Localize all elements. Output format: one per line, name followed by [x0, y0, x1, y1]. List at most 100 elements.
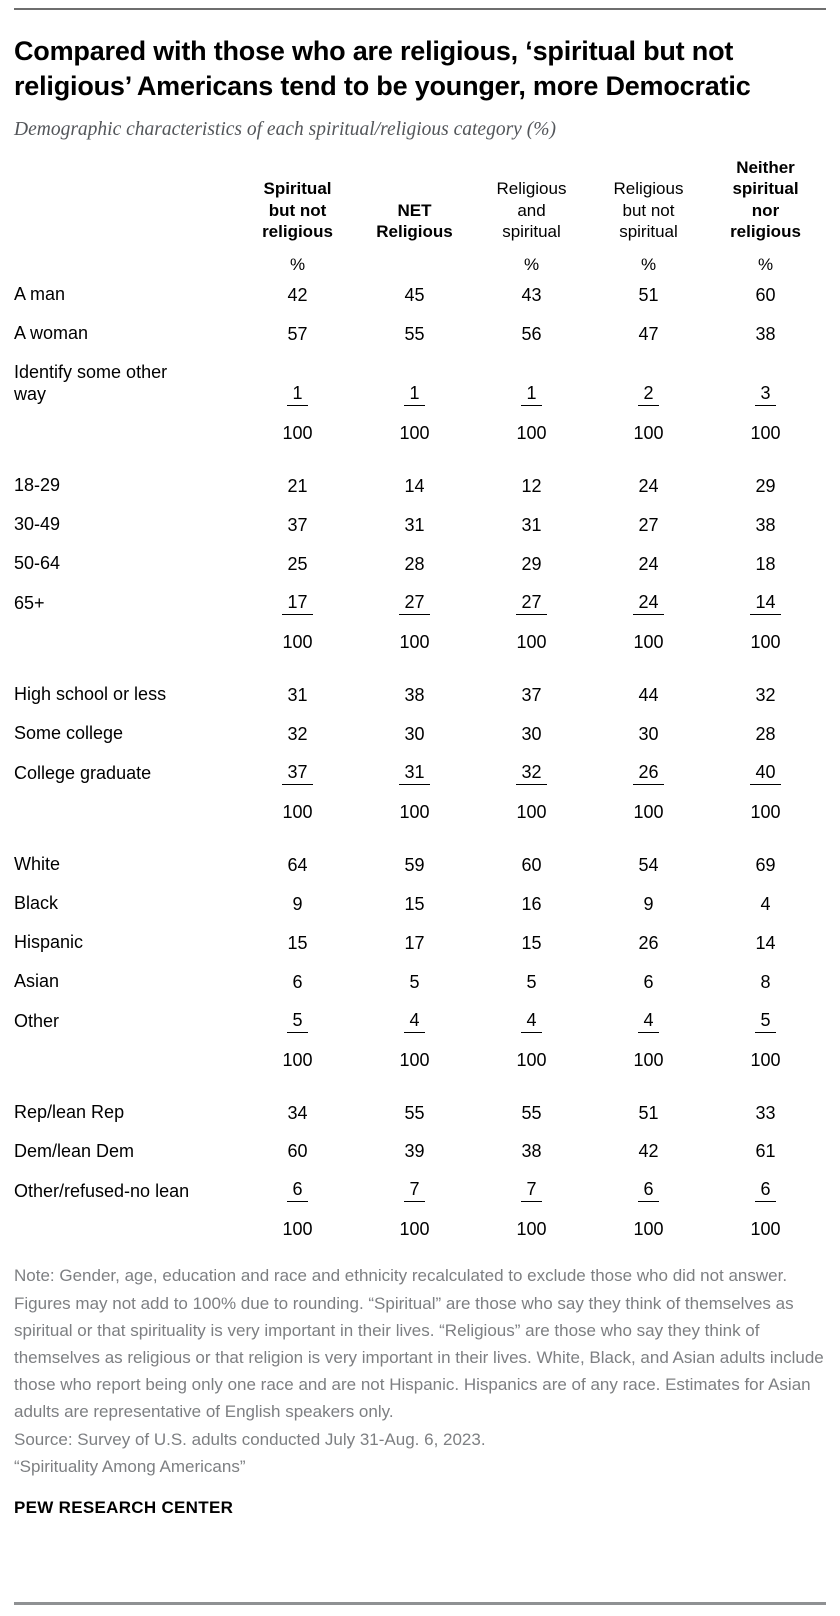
- row-label: A woman: [14, 323, 89, 344]
- table-cell: 5: [239, 1003, 356, 1043]
- table-row: Rep/lean Rep 34 55 55 51 33: [14, 1095, 824, 1134]
- table-cell: 39: [356, 1134, 473, 1173]
- table-row: White 64 59 60 54 69: [14, 847, 824, 886]
- row-label: [14, 1212, 239, 1250]
- total-value: 100: [750, 1219, 781, 1240]
- table-cell: 38: [707, 507, 824, 546]
- table-cell: 100: [356, 795, 473, 833]
- cell-value: 32: [755, 684, 776, 705]
- total-value: 100: [399, 423, 430, 443]
- cell-value: 32: [287, 723, 308, 744]
- table-cell: 60: [473, 847, 590, 886]
- cell-value: 37: [521, 684, 542, 705]
- total-value: 100: [399, 631, 430, 652]
- cell-value: 5: [755, 1010, 776, 1033]
- cell-value: 31: [404, 514, 425, 535]
- cell-value: 60: [755, 285, 776, 306]
- table-cell: 57: [239, 316, 356, 355]
- cell-value: 54: [638, 854, 659, 875]
- cell-value: 42: [287, 285, 308, 306]
- total-value: 100: [750, 1049, 781, 1070]
- total-value: 100: [633, 801, 664, 822]
- cell-value: 30: [521, 723, 542, 744]
- cell-value: 37: [287, 514, 308, 535]
- cell-value: 55: [404, 324, 425, 345]
- row-label: Dem/lean Dem: [14, 1140, 135, 1161]
- table-cell: 100: [590, 795, 707, 833]
- table-cell: 24: [590, 546, 707, 585]
- note-text: Note: Gender, age, education and race an…: [14, 1266, 824, 1422]
- table-cell: 30: [356, 716, 473, 755]
- table-cell: 2: [590, 355, 707, 416]
- table-cell: 100: [239, 795, 356, 833]
- table-cell: 100: [239, 1212, 356, 1250]
- table-cell: 4: [473, 1003, 590, 1043]
- cell-value: 8: [760, 971, 771, 992]
- table-cell: 1: [239, 355, 356, 416]
- table-cell: 15: [473, 925, 590, 964]
- table-row: Other 5 4 4 4 5: [14, 1003, 824, 1043]
- total-value: 100: [633, 631, 664, 652]
- cell-value: 5: [409, 971, 420, 992]
- cell-value: 56: [521, 324, 542, 345]
- total-value: 100: [516, 801, 547, 822]
- table-cell: 37: [239, 755, 356, 795]
- table-cell: 8: [707, 964, 824, 1003]
- row-label: 18-29: [14, 475, 61, 495]
- cell-value: 31: [521, 514, 542, 535]
- cell-value: 57: [287, 324, 308, 345]
- cell-value: 6: [287, 1179, 308, 1203]
- table-cell: 9: [590, 886, 707, 925]
- total-value: 100: [282, 801, 313, 822]
- table-cell: 100: [356, 416, 473, 454]
- cell-value: 38: [404, 684, 425, 705]
- table-cell: 100: [590, 1043, 707, 1081]
- table-cell: 54: [590, 847, 707, 886]
- table-cell: 38: [707, 316, 824, 355]
- table-cell: 5: [356, 964, 473, 1003]
- table-cell: 55: [356, 1095, 473, 1134]
- cell-value: 24: [633, 592, 664, 615]
- row-label: Asian: [14, 970, 60, 991]
- table-cell: 100: [707, 1212, 824, 1250]
- cell-value: 4: [404, 1010, 425, 1033]
- cell-value: 64: [287, 854, 308, 875]
- table-total-row: 100 100 100 100 100: [14, 1212, 824, 1250]
- table-cell: 4: [590, 1003, 707, 1043]
- table-cell: 30: [473, 716, 590, 755]
- chart-title: Compared with those who are religious, ‘…: [14, 36, 751, 102]
- table-cell: 28: [707, 716, 824, 755]
- top-divider: [14, 8, 826, 10]
- cell-value: 15: [287, 932, 308, 953]
- total-value: 100: [516, 423, 547, 443]
- cell-value: 27: [638, 514, 659, 535]
- total-value: 100: [750, 801, 781, 822]
- cell-value: 37: [282, 762, 313, 785]
- cell-value: 6: [292, 971, 303, 992]
- row-label: Identify some other way: [14, 362, 168, 405]
- table-row: Hispanic 15 17 15 26 14: [14, 925, 824, 964]
- cell-value: 6: [643, 971, 654, 992]
- table-row: A woman 57 55 56 47 38: [14, 316, 824, 355]
- table-cell: 56: [473, 316, 590, 355]
- table-cell: 59: [356, 847, 473, 886]
- table-row: A man 42 45 43 51 60: [14, 277, 824, 316]
- row-label: College graduate: [14, 762, 152, 783]
- row-label: A man: [14, 284, 66, 305]
- table-cell: 51: [590, 1095, 707, 1134]
- total-value: 100: [282, 631, 313, 652]
- total-value: 100: [633, 1219, 664, 1240]
- table-cell: 45: [356, 277, 473, 316]
- table-cell: 100: [239, 625, 356, 663]
- table-cell: 1: [356, 355, 473, 416]
- row-label: 30-49: [14, 513, 61, 534]
- cell-value: 14: [755, 932, 776, 953]
- total-value: 100: [282, 1049, 313, 1070]
- table-cell: 28: [356, 546, 473, 585]
- table-cell: 15: [239, 925, 356, 964]
- table-cell: 60: [239, 1134, 356, 1173]
- table-header: Spiritual but not religious NET Religiou…: [14, 157, 824, 277]
- column-header-neither: Neither spiritual nor religious: [730, 158, 801, 241]
- cell-value: 26: [633, 762, 664, 785]
- table-cell: 61: [707, 1134, 824, 1173]
